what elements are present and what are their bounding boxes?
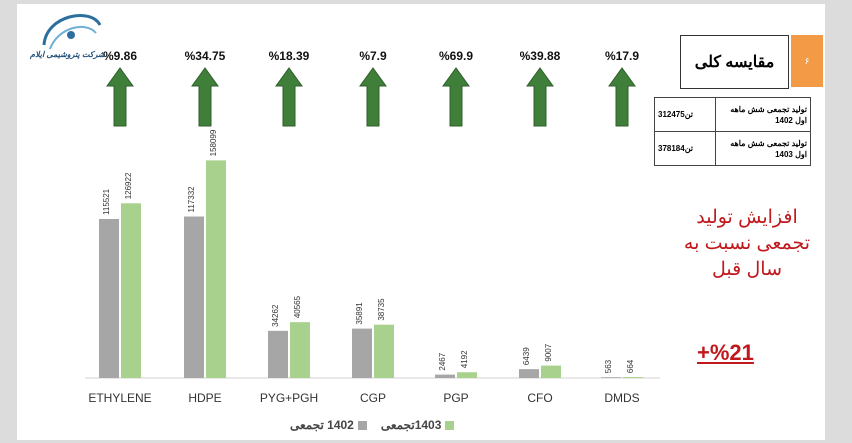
x-tick-label: DMDS — [604, 391, 639, 405]
company-logo-icon — [42, 14, 102, 50]
bar-cgp-1402 — [352, 328, 372, 378]
bar-dmds-1402 — [601, 377, 621, 378]
legend-item-1403: 1403تجمعی — [381, 418, 455, 432]
bar-value-label: 158099 — [209, 129, 218, 156]
bar-pygpgh-1403 — [290, 322, 310, 378]
up-arrow-icon — [608, 67, 636, 127]
bar-pgp-1403 — [457, 372, 477, 378]
summary-row: تولید تجمعی شش ماهه اول 1403 378184تن — [654, 131, 811, 166]
bar-hdpe-1402 — [184, 216, 204, 378]
bar-value-label: 126922 — [124, 172, 133, 199]
bar-ethylene-1403 — [121, 203, 141, 378]
bar-cgp-1403 — [374, 324, 394, 378]
summary-label: تولید تجمعی شش ماهه اول 1402 — [715, 97, 811, 132]
legend-swatch-1402 — [357, 420, 367, 430]
bar-value-label: 6439 — [522, 347, 531, 365]
bar-cfo-1403 — [541, 365, 561, 378]
page-badge: ۶ — [791, 35, 823, 87]
chart-legend: 1403تجمعی 1402 تجمعی — [290, 418, 455, 432]
growth-label: %17.9 — [605, 49, 639, 63]
bar-value-label: 34262 — [271, 304, 280, 327]
bar-cfo-1402 — [519, 369, 539, 378]
summary-label: تولید تجمعی شش ماهه اول 1403 — [715, 131, 811, 166]
up-arrow-icon — [359, 67, 387, 127]
x-tick-label: HDPE — [188, 391, 221, 405]
legend-label-1402: 1402 تجمعی — [290, 418, 354, 432]
up-arrow-icon — [106, 67, 134, 127]
legend-swatch-1403 — [445, 420, 455, 430]
bar-pygpgh-1402 — [268, 330, 288, 378]
up-arrow-icon — [442, 67, 470, 127]
slide-title: مقایسه کلی — [680, 35, 789, 89]
bar-value-label: 664 — [626, 359, 635, 373]
growth-label: %9.86 — [103, 49, 137, 63]
legend-label-1403: 1403تجمعی — [380, 418, 442, 432]
up-arrow-icon — [275, 67, 303, 127]
growth-label: %69.9 — [439, 49, 473, 63]
bar-value-label: 38735 — [377, 298, 386, 321]
bar-value-label: 117332 — [187, 186, 196, 213]
x-tick-label: PGP — [443, 391, 468, 405]
summary-row: تولید تجمعی شش ماهه اول 1402 312475تن — [654, 97, 811, 132]
bar-hdpe-1403 — [206, 160, 226, 378]
bar-value-label: 35891 — [355, 302, 364, 325]
summary-table: تولید تجمعی شش ماهه اول 1402 312475تن تو… — [654, 97, 811, 166]
x-tick-label: CFO — [527, 391, 552, 405]
up-arrow-icon — [526, 67, 554, 127]
up-arrow-icon — [191, 67, 219, 127]
bar-value-label: 4192 — [460, 350, 469, 368]
bar-ethylene-1402 — [99, 218, 119, 378]
headline-value: +%21 — [697, 340, 754, 365]
bar-value-label: 2467 — [438, 352, 447, 370]
x-tick-label: CGP — [360, 391, 386, 405]
summary-value: 312475تن — [654, 97, 716, 132]
growth-label: %34.75 — [185, 49, 226, 63]
growth-label: %18.39 — [269, 49, 310, 63]
x-tick-label: ETHYLENE — [88, 391, 151, 405]
headline-text: افزایش تولید تجمعی نسبت به سال قبل — [683, 207, 811, 280]
growth-label: %39.88 — [520, 49, 561, 63]
bar-pgp-1402 — [435, 374, 455, 378]
bar-value-label: 563 — [604, 359, 613, 373]
legend-item-1402: 1402 تجمعی — [290, 418, 367, 432]
growth-label: %7.9 — [359, 49, 387, 63]
x-tick-label: PYG+PGH — [260, 391, 318, 405]
bar-value-label: 115521 — [102, 188, 111, 215]
bar-dmds-1403 — [623, 377, 643, 378]
bar-value-label: 40565 — [293, 295, 302, 318]
summary-value: 378184تن — [654, 131, 716, 166]
bar-value-label: 9007 — [544, 343, 553, 361]
logo-caption: شرکت پتروشیمی ایلام — [30, 50, 105, 59]
